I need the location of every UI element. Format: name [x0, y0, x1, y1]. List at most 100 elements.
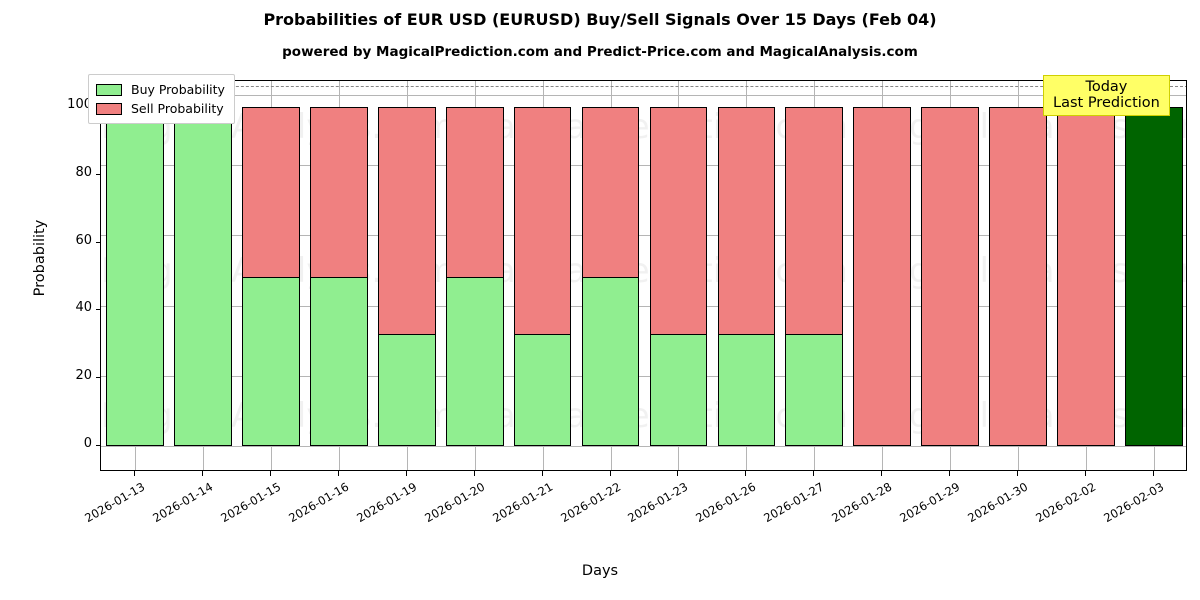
bar-segment-sell[interactable]	[309, 107, 368, 277]
gridline-horizontal	[101, 235, 1186, 237]
x-tick-mark	[609, 471, 611, 476]
legend-swatch-sell-icon	[96, 102, 122, 115]
x-tick-mark	[1017, 471, 1019, 476]
bar-segment-buy[interactable]	[717, 334, 776, 446]
bars-layer	[101, 81, 1186, 470]
bar-2026-01-14[interactable]	[174, 107, 232, 446]
x-tick-label: 2026-01-28	[829, 479, 895, 526]
bar-segment-buy[interactable]	[377, 334, 436, 446]
bar-segment-buy[interactable]	[106, 107, 164, 446]
y-tick-label: 0	[83, 436, 92, 451]
bar-segment-sell[interactable]	[581, 107, 640, 277]
bar-2026-01-20[interactable]	[445, 107, 504, 446]
y-tick-label: 20	[75, 368, 92, 384]
legend-item-sell: Sell Probability	[96, 99, 225, 118]
bar-2026-01-27[interactable]	[785, 107, 844, 446]
bar-segment-buy[interactable]	[309, 276, 368, 446]
y-tick-mark	[96, 173, 100, 175]
bar-2026-01-22[interactable]	[581, 107, 640, 446]
x-tick-label: 2026-01-16	[286, 479, 351, 526]
gridline-horizontal	[101, 305, 1186, 307]
y-tick-label: 100	[67, 97, 92, 112]
bar-2026-02-03[interactable]	[1125, 107, 1183, 446]
bar-2026-01-19[interactable]	[377, 107, 436, 446]
today-annotation: Today Last Prediction	[1043, 75, 1170, 117]
gridline-horizontal	[101, 375, 1186, 377]
x-tick-mark	[473, 471, 475, 476]
bar-segment-sell[interactable]	[241, 107, 300, 277]
bar-segment-buy[interactable]	[445, 276, 504, 446]
bar-2026-01-26[interactable]	[717, 107, 776, 446]
x-tick-mark	[405, 471, 407, 476]
x-tick-label: 2026-01-22	[557, 479, 623, 526]
y-axis-label: Probability	[32, 219, 48, 297]
x-tick-label: 2026-01-20	[421, 479, 487, 526]
bar-2026-01-21[interactable]	[513, 107, 572, 446]
x-tick-label: 2026-01-21	[489, 479, 555, 526]
x-tick-mark	[1085, 471, 1087, 476]
x-tick-mark	[133, 471, 135, 476]
x-tick-mark	[1153, 471, 1155, 476]
page-title: Probabilities of EUR USD (EURUSD) Buy/Se…	[263, 10, 937, 29]
y-tick-label: 60	[75, 232, 92, 248]
bar-segment-sell[interactable]	[513, 107, 572, 335]
bar-segment-sell[interactable]	[717, 107, 776, 335]
x-tick-mark	[881, 471, 883, 476]
x-tick-mark	[813, 471, 815, 476]
x-tick-label: 2026-01-29	[897, 479, 963, 526]
bar-2026-01-30[interactable]	[989, 107, 1048, 446]
bar-2026-01-23[interactable]	[649, 107, 708, 446]
x-tick-label: 2026-01-23	[625, 479, 691, 526]
x-tick-label: 2026-01-14	[150, 479, 216, 526]
bar-2026-01-29[interactable]	[921, 107, 980, 446]
x-tick-label: 2026-01-30	[965, 479, 1031, 526]
x-tick-label: 2026-01-13	[82, 479, 148, 526]
bar-segment-today[interactable]	[1125, 107, 1183, 446]
bar-segment-buy[interactable]	[649, 334, 708, 446]
bar-segment-sell[interactable]	[1057, 107, 1115, 446]
gridline-horizontal	[101, 446, 1186, 447]
x-tick-label: 2026-01-27	[761, 479, 827, 526]
bar-segment-sell[interactable]	[649, 107, 708, 335]
today-annotation-line2: Last Prediction	[1053, 95, 1160, 112]
bar-segment-buy[interactable]	[513, 334, 572, 446]
gridline-horizontal	[101, 95, 1186, 96]
y-tick-mark	[96, 445, 100, 446]
bar-segment-sell[interactable]	[377, 107, 436, 335]
bar-segment-buy[interactable]	[581, 276, 640, 446]
bar-2026-01-16[interactable]	[309, 107, 368, 446]
y-tick-mark	[96, 309, 100, 311]
x-tick-mark	[677, 471, 679, 476]
bar-segment-buy[interactable]	[174, 107, 232, 446]
legend-item-buy: Buy Probability	[96, 80, 225, 99]
today-annotation-line1: Today	[1085, 79, 1128, 95]
bar-2026-01-15[interactable]	[241, 107, 300, 446]
x-axis-label: Days	[581, 563, 619, 579]
x-tick-mark	[201, 471, 203, 476]
x-tick-mark	[541, 471, 543, 476]
bar-segment-buy[interactable]	[785, 334, 844, 446]
bar-segment-sell[interactable]	[989, 107, 1048, 446]
bar-2026-01-28[interactable]	[853, 107, 912, 446]
x-tick-label: 2026-01-19	[354, 479, 419, 526]
y-tick-label: 40	[75, 300, 92, 316]
bar-segment-sell[interactable]	[921, 107, 980, 446]
x-tick-label: 2026-01-26	[693, 479, 759, 526]
bar-2026-01-13[interactable]	[106, 107, 164, 446]
x-tick-label: 2026-02-03	[1101, 479, 1167, 526]
x-tick-mark	[745, 471, 747, 476]
bar-segment-sell[interactable]	[785, 107, 844, 335]
chart-legend: Buy Probability Sell Probability	[88, 74, 235, 124]
gridline-horizontal	[101, 165, 1186, 167]
x-tick-label: 2026-02-02	[1033, 479, 1099, 526]
legend-swatch-buy-icon	[96, 83, 122, 96]
bar-segment-buy[interactable]	[241, 276, 300, 446]
bar-2026-02-02[interactable]	[1057, 107, 1115, 446]
top-dashed-reference-line	[101, 86, 1186, 87]
x-tick-label: 2026-01-15	[218, 479, 284, 526]
bar-segment-sell[interactable]	[445, 107, 504, 277]
y-tick-mark	[96, 377, 100, 379]
bar-segment-sell[interactable]	[853, 107, 912, 446]
legend-label-buy: Buy Probability	[131, 82, 225, 97]
x-tick-mark	[269, 471, 271, 476]
